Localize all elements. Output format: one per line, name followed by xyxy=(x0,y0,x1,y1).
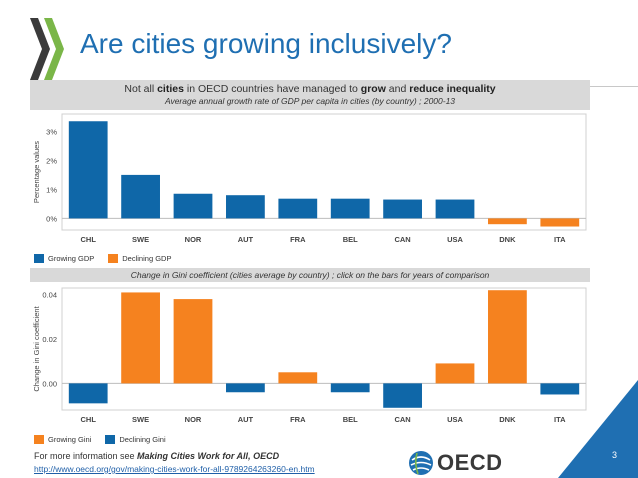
chevron-green-icon xyxy=(44,18,64,80)
title-divider xyxy=(588,86,638,87)
chevron-dark-icon xyxy=(30,18,50,80)
gdp-bar-can xyxy=(383,199,422,219)
gini-x-tick-label: AUT xyxy=(238,415,254,424)
gini-bar-swe xyxy=(121,292,160,384)
gdp-growth-chart: 0% 1% 2% 3% Percentage values CHL SWE NOR AUT FRA… xyxy=(32,113,587,244)
gdp-bar-fra xyxy=(278,198,318,219)
legend-item-growing-gdp[interactable]: Growing GDP xyxy=(34,254,94,263)
gdp-y-tick-label: 1% xyxy=(46,185,57,194)
gini-y-tick-label: 0.02 xyxy=(42,335,57,344)
gdp-legend: Growing GDP Declining GDP xyxy=(34,254,185,263)
gdp-y-axis-label: Percentage values xyxy=(32,141,41,203)
chart-header-title: Not all cities in OECD countries have ma… xyxy=(124,83,496,95)
gdp-x-tick-label: USA xyxy=(447,235,463,244)
chart-header-subtitle: Average annual growth rate of GDP per ca… xyxy=(164,96,456,106)
gini-x-tick-label: FRA xyxy=(290,415,306,424)
gdp-y-tick-label: 2% xyxy=(46,156,57,165)
gini-bar-usa xyxy=(435,363,475,384)
gdp-bar-chl xyxy=(68,121,108,219)
gdp-x-tick-label: BEL xyxy=(343,235,358,244)
legend-label-growing-gdp: Growing GDP xyxy=(48,254,95,263)
gini-bar-aut xyxy=(226,383,265,393)
gini-bar-fra xyxy=(278,372,318,384)
gini-x-tick-label: ITA xyxy=(554,415,566,424)
legend-label-growing-gini: Growing Gini xyxy=(48,435,92,444)
gdp-x-tick-label: CHL xyxy=(80,235,96,244)
footer-info: For more information see Making Cities W… xyxy=(34,451,280,461)
gini-legend: Growing Gini Declining Gini xyxy=(34,435,180,444)
gini-bar-nor xyxy=(173,299,213,384)
gini-chart-header: Change in Gini coefficient (cities avera… xyxy=(30,268,590,282)
legend-item-declining-gdp[interactable]: Declining GDP xyxy=(108,254,171,263)
report-link[interactable]: http://www.oecd.org/gov/making-cities-wo… xyxy=(34,464,315,474)
gini-bar-ita xyxy=(540,383,580,395)
gini-bar-bel xyxy=(330,383,370,393)
gdp-bar-dnk xyxy=(488,218,527,225)
gdp-bar-aut xyxy=(226,195,265,219)
gdp-bar-nor xyxy=(173,193,213,219)
oecd-logo: OECD xyxy=(408,450,503,476)
legend-swatch-orange xyxy=(108,254,119,263)
gdp-x-tick-label: ITA xyxy=(554,235,566,244)
gdp-y-tick-label: 3% xyxy=(46,127,57,136)
gdp-x-tick-label: DNK xyxy=(499,235,516,244)
oecd-chevron-logo-icon xyxy=(30,18,64,80)
gdp-x-tick-label: SWE xyxy=(132,235,149,244)
gdp-bar-ita xyxy=(540,218,580,227)
gini-x-tick-label: USA xyxy=(447,415,463,424)
legend-swatch-blue xyxy=(34,254,44,263)
gdp-x-tick-label: CAN xyxy=(394,235,410,244)
slide-title: Are cities growing inclusively? xyxy=(80,28,452,59)
gini-x-tick-label: SWE xyxy=(132,415,149,424)
oecd-logo-text: OECD xyxy=(437,450,503,475)
gdp-x-tick-label: FRA xyxy=(290,235,306,244)
gini-y-tick-label: 0.04 xyxy=(42,291,57,300)
legend-label-declining-gdp: Declining GDP xyxy=(122,254,172,263)
gdp-y-tick-label: 0% xyxy=(46,214,57,223)
gdp-bar-usa xyxy=(435,199,475,219)
legend-item-growing-gini[interactable]: Growing Gini xyxy=(34,435,91,444)
legend-swatch-orange xyxy=(34,435,44,444)
gini-y-axis-label: Change in Gini coefficient xyxy=(32,305,41,391)
legend-item-declining-gini[interactable]: Declining Gini xyxy=(105,435,166,444)
report-title: Making Cities Work for All xyxy=(137,451,249,461)
corner-decoration xyxy=(558,380,638,478)
gini-x-tick-label: BEL xyxy=(343,415,358,424)
gdp-x-tick-label: NOR xyxy=(185,235,202,244)
gini-x-tick-label: CAN xyxy=(394,415,410,424)
globe-icon xyxy=(409,451,433,475)
gini-bar-chl xyxy=(68,383,108,404)
legend-swatch-blue xyxy=(105,435,116,444)
page-number: 3 xyxy=(612,450,618,460)
gdp-bar-swe xyxy=(121,174,160,219)
gini-bar-dnk xyxy=(488,290,527,384)
gini-x-tick-label: CHL xyxy=(80,415,96,424)
gdp-bar-bel xyxy=(330,198,370,219)
gini-y-tick-label: 0.00 xyxy=(42,379,57,388)
gini-x-tick-label: DNK xyxy=(499,415,516,424)
chart-header: Not all cities in OECD countries have ma… xyxy=(30,80,590,110)
legend-label-declining-gini: Declining Gini xyxy=(119,435,166,444)
gdp-x-tick-label: AUT xyxy=(238,235,254,244)
gini-x-tick-label: NOR xyxy=(185,415,202,424)
gini-bar-can xyxy=(383,383,422,408)
